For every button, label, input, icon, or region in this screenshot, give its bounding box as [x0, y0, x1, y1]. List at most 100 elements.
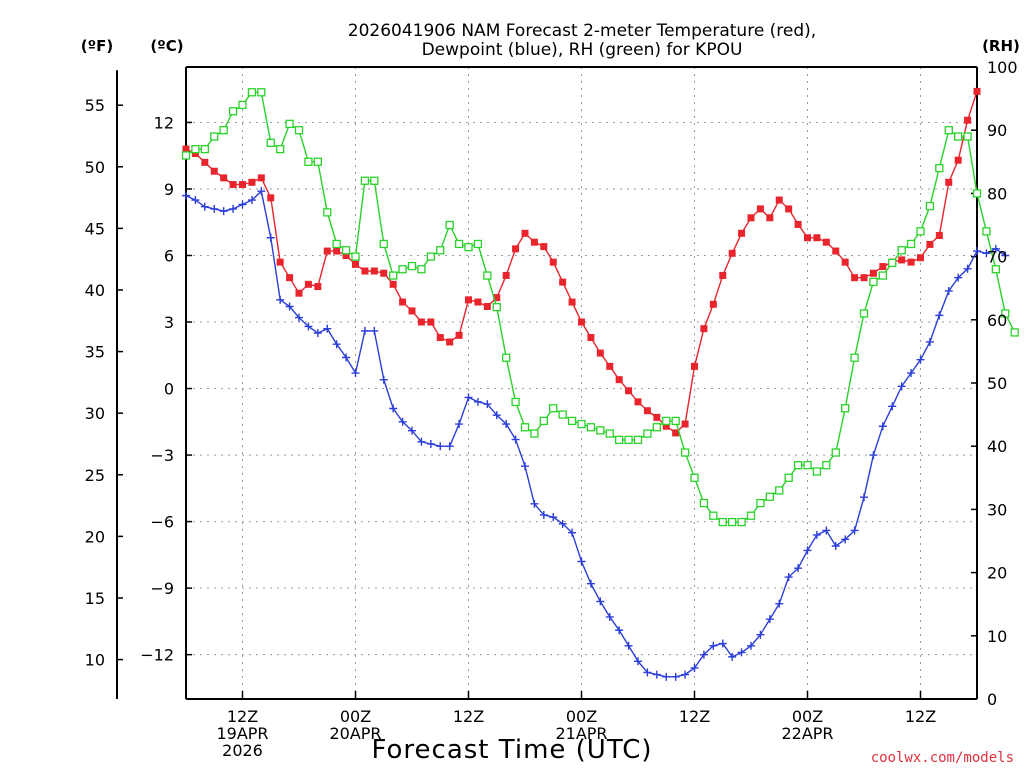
temperature-point [559, 278, 567, 286]
dewpoint-point [182, 191, 190, 200]
fahrenheit-tick-label: 35 [85, 343, 105, 362]
dewpoint-point [492, 411, 501, 420]
series-filled-square [182, 87, 981, 437]
temperature-point [653, 413, 661, 421]
rh-point [276, 145, 285, 154]
dewpoint-point [624, 641, 633, 650]
dewpoint-point [304, 322, 313, 331]
rh-point [398, 265, 407, 274]
rh-point [841, 404, 850, 413]
temperature-point [201, 158, 209, 166]
dewpoint-point [878, 422, 887, 431]
dewpoint-point [869, 451, 878, 460]
rh-point [492, 303, 501, 312]
celsius-tick-label: 9 [164, 180, 174, 199]
temperature-point [436, 334, 444, 342]
rh-tick-label: 10 [987, 627, 1007, 646]
fahrenheit-tick-label: 10 [85, 651, 105, 670]
temperature-point [399, 298, 407, 306]
temperature-point [747, 214, 755, 222]
temperature-point [662, 422, 670, 430]
temperature-point [286, 274, 294, 282]
rh-point [680, 448, 690, 457]
temperature-point [804, 234, 811, 242]
temperature-point [229, 181, 237, 189]
dewpoint-point [765, 615, 774, 624]
x-tick-label: 20APR [329, 724, 381, 743]
chart-title-line-1: 2026041906 NAM Forecast 2-meter Temperat… [348, 21, 816, 41]
rh-point [520, 423, 530, 432]
dewpoint-point [586, 579, 595, 588]
dewpoint-point [728, 652, 737, 661]
rh-point [586, 423, 596, 432]
series-line [185, 189, 1006, 678]
rh-point [963, 132, 972, 141]
x-tick-label: 19APR [216, 724, 268, 743]
rh-point [982, 227, 991, 236]
credit-link[interactable]: coolwx.com/models [871, 750, 1014, 766]
celsius-tick-label: 0 [164, 380, 174, 399]
temperature-point [700, 325, 708, 333]
dewpoint-point [313, 329, 322, 338]
rh-point [294, 126, 304, 135]
dewpoint-point [737, 648, 746, 657]
dewpoint-point [577, 557, 586, 566]
rh-tick-label: 40 [987, 437, 1007, 456]
rh-point [351, 252, 360, 261]
rh-point [925, 201, 935, 211]
dewpoint-point [238, 200, 247, 209]
dewpoint-point [812, 530, 821, 539]
x-tick-label: 12Z [227, 707, 258, 726]
temperature-point [869, 269, 877, 277]
temperature-point [568, 298, 576, 306]
temperature-point [813, 234, 821, 242]
temperature-point [691, 362, 698, 370]
dewpoint-point [191, 196, 200, 205]
rh-tick-label: 0 [987, 690, 997, 709]
rh-point [200, 145, 209, 154]
dewpoint-point [200, 202, 209, 211]
dewpoint-point [605, 612, 614, 621]
dewpoint-point [784, 573, 793, 582]
dewpoint-point [295, 313, 303, 322]
dewpoint-point [464, 393, 473, 402]
x-tick-label: 12Z [679, 707, 710, 726]
dewpoint-point [1001, 251, 1010, 260]
rh-point [1010, 328, 1019, 337]
rh-point [567, 416, 577, 426]
temperature-point [549, 258, 557, 266]
rh-point [699, 498, 709, 508]
rh-point [671, 416, 680, 426]
dewpoint-point [888, 402, 897, 411]
rh-point [624, 435, 633, 445]
rh-point [285, 119, 294, 129]
rh-point [219, 126, 228, 135]
dewpoint-point [389, 404, 398, 413]
celsius-tick-label: −9 [150, 579, 174, 598]
dewpoint-point [709, 641, 718, 650]
dewpoint-point [973, 247, 981, 256]
dewpoint-point [596, 597, 605, 606]
rh-point [954, 132, 963, 141]
temperature-point [756, 205, 764, 213]
dewpoint-point [634, 657, 642, 666]
dewpoint-point [652, 670, 661, 679]
gridlines [186, 67, 977, 699]
temperature-point [314, 283, 322, 291]
temperature-point [220, 174, 228, 182]
dewpoint-point [408, 426, 416, 435]
temperature-point [738, 229, 746, 237]
temperature-point [493, 294, 501, 302]
rh-point [502, 353, 511, 362]
axes [116, 66, 978, 700]
temperature-point [822, 238, 830, 246]
temperature-point [210, 167, 218, 175]
temperature-point [898, 256, 906, 264]
temperature-point [766, 214, 774, 222]
rh-point [238, 100, 247, 110]
dewpoint-point [351, 369, 360, 378]
temperature-point [954, 156, 962, 164]
rh-point [558, 410, 567, 419]
x-tick-label: 00Z [340, 707, 371, 726]
